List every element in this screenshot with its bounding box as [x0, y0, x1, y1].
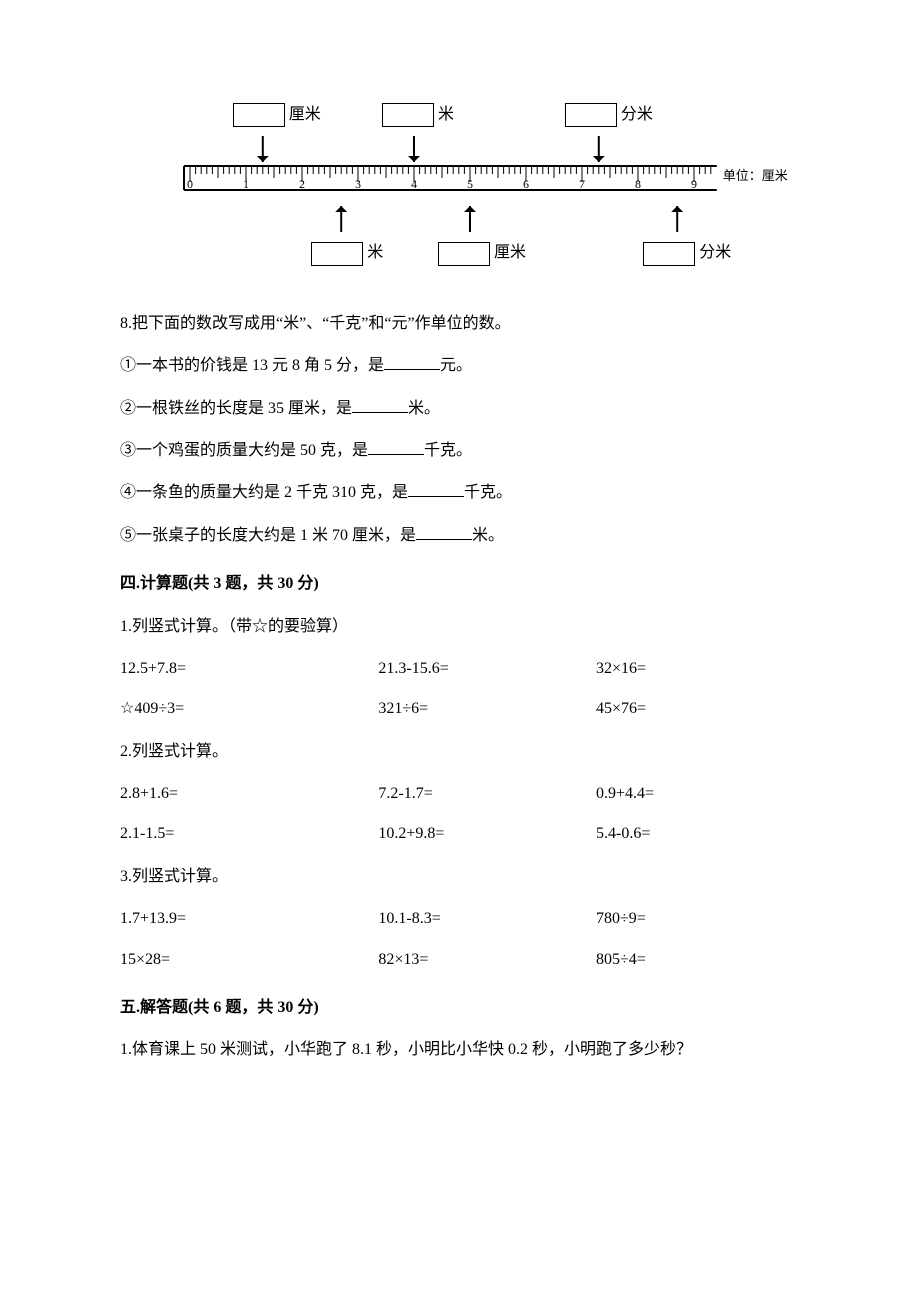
unit-label: 分米 — [699, 238, 731, 268]
q8-item-pre: ③一个鸡蛋的质量大约是 50 克，是 — [120, 442, 368, 459]
svg-text:1: 1 — [243, 177, 249, 191]
q8-item-post: 米。 — [472, 527, 504, 544]
q8-item: ④一条鱼的质量大约是 2 千克 310 克，是 千克。 — [120, 478, 800, 508]
equation-cell: 82×13= — [378, 945, 596, 975]
unit-label: 米 — [367, 238, 383, 268]
svg-text:0: 0 — [187, 177, 193, 191]
s4-p2-stem: 2.列竖式计算。 — [120, 737, 800, 767]
equation-cell: 21.3-15.6= — [378, 654, 596, 684]
equation-row: 15×28=82×13=805÷4= — [120, 945, 800, 975]
svg-text:2: 2 — [299, 177, 305, 191]
unit-label: 分米 — [621, 100, 653, 130]
q8-stem: 8.把下面的数改写成用“米”、“千克”和“元”作单位的数。 — [120, 309, 800, 339]
equation-row: ☆409÷3=321÷6=45×76= — [120, 694, 800, 724]
figure-bottom-cell: 米 — [311, 238, 383, 268]
equation-cell: 805÷4= — [596, 945, 800, 975]
unit-label: 厘米 — [289, 100, 321, 130]
blank-box — [565, 103, 617, 127]
blank-box — [311, 242, 363, 266]
figure-top-cell: 分米 — [565, 100, 653, 130]
q8-item: ②一根铁丝的长度是 35 厘米，是 米。 — [120, 394, 800, 424]
equation-cell: 10.1-8.3= — [378, 904, 596, 934]
q8-item-post: 千克。 — [424, 442, 472, 459]
svg-text:3: 3 — [355, 177, 361, 191]
svg-text:7: 7 — [579, 177, 585, 191]
blank-underline — [408, 480, 464, 497]
blank-underline — [368, 438, 424, 455]
equation-cell: 10.2+9.8= — [378, 819, 596, 849]
blank-box — [438, 242, 490, 266]
equation-row: 12.5+7.8=21.3-15.6=32×16= — [120, 654, 800, 684]
s4-p3-stem: 3.列竖式计算。 — [120, 862, 800, 892]
unit-label: 厘米 — [494, 238, 526, 268]
equation-cell: 5.4-0.6= — [596, 819, 800, 849]
svg-text:8: 8 — [635, 177, 641, 191]
q8-item-post: 千克。 — [464, 484, 512, 501]
equation-row: 2.1-1.5=10.2+9.8=5.4-0.6= — [120, 819, 800, 849]
svg-text:5: 5 — [467, 177, 473, 191]
svg-text:9: 9 — [691, 177, 697, 191]
equation-cell: 1.7+13.9= — [120, 904, 378, 934]
equation-cell: 12.5+7.8= — [120, 654, 378, 684]
equation-row: 1.7+13.9=10.1-8.3=780÷9= — [120, 904, 800, 934]
blank-box — [382, 103, 434, 127]
figure-top-cell: 米 — [382, 100, 454, 130]
figure-bottom-row: 米 厘米 分米 — [170, 238, 800, 268]
equation-cell: 32×16= — [596, 654, 800, 684]
svg-text:单位：厘米: 单位：厘米 — [723, 168, 788, 183]
q8-item-post: 元。 — [440, 357, 472, 374]
blank-underline — [416, 523, 472, 540]
section5-heading: 五.解答题(共 6 题，共 30 分) — [120, 993, 800, 1023]
blank-underline — [384, 353, 440, 370]
figure-bottom-cell: 厘米 — [438, 238, 526, 268]
unit-label: 米 — [438, 100, 454, 130]
page: 厘米米分米 0123456789单位：厘米 米厘米分米 8.把下面的数改写成用“… — [0, 0, 920, 1302]
equation-row: 2.8+1.6=7.2-1.7=0.9+4.4= — [120, 779, 800, 809]
equation-cell: 15×28= — [120, 945, 378, 975]
equation-cell: ☆409÷3= — [120, 694, 378, 724]
equation-cell: 7.2-1.7= — [378, 779, 596, 809]
blank-box — [643, 242, 695, 266]
figure-top-cell: 厘米 — [233, 100, 321, 130]
q8-item-pre: ①一本书的价钱是 13 元 8 角 5 分，是 — [120, 357, 384, 374]
equation-cell: 780÷9= — [596, 904, 800, 934]
q8-item: ⑤一张桌子的长度大约是 1 米 70 厘米，是 米。 — [120, 521, 800, 551]
q8-item-pre: ④一条鱼的质量大约是 2 千克 310 克，是 — [120, 484, 408, 501]
figure-top-row: 厘米 米 分米 — [170, 100, 800, 130]
equation-cell: 0.9+4.4= — [596, 779, 800, 809]
svg-text:4: 4 — [411, 177, 417, 191]
ruler-svg: 0 1 2 3 4 5 6 7 8 9 单位：厘米 — [170, 136, 801, 232]
equation-cell: 45×76= — [596, 694, 800, 724]
blank-underline — [352, 396, 408, 413]
svg-text:6: 6 — [523, 177, 529, 191]
s5-q1: 1.体育课上 50 米测试，小华跑了 8.1 秒，小明比小华快 0.2 秒，小明… — [120, 1035, 800, 1065]
q8-item: ①一本书的价钱是 13 元 8 角 5 分，是 元。 — [120, 351, 800, 381]
section4-heading: 四.计算题(共 3 题，共 30 分) — [120, 569, 800, 599]
s4-p1-stem: 1.列竖式计算。（带☆的要验算） — [120, 612, 800, 642]
q8-item-pre: ②一根铁丝的长度是 35 厘米，是 — [120, 400, 352, 417]
q8-item: ③一个鸡蛋的质量大约是 50 克，是 千克。 — [120, 436, 800, 466]
q8-item-pre: ⑤一张桌子的长度大约是 1 米 70 厘米，是 — [120, 527, 416, 544]
ruler-figure: 厘米米分米 0123456789单位：厘米 米厘米分米 — [170, 100, 800, 269]
blank-box — [233, 103, 285, 127]
q8-item-post: 米。 — [408, 400, 440, 417]
equation-cell: 2.1-1.5= — [120, 819, 378, 849]
equation-cell: 321÷6= — [378, 694, 596, 724]
equation-cell: 2.8+1.6= — [120, 779, 378, 809]
figure-bottom-cell: 分米 — [643, 238, 731, 268]
